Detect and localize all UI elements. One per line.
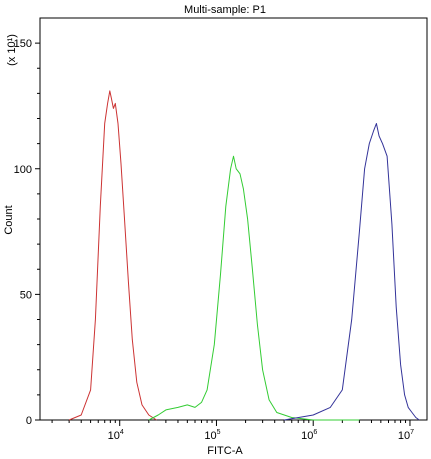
x-tick-exponent: 4 <box>120 429 124 436</box>
y-tick-label: 150 <box>14 38 32 50</box>
x-tick-exponent: 5 <box>217 429 221 436</box>
x-tick-exponent: 7 <box>410 429 414 436</box>
y-tick-label: 50 <box>20 289 32 301</box>
y-tick-label: 100 <box>14 164 32 176</box>
histogram-series-2 <box>148 155 360 421</box>
histogram-series-1 <box>68 90 157 421</box>
data-series <box>68 90 420 421</box>
plot-area-frame <box>39 17 428 421</box>
x-tick-exponent: 6 <box>313 429 317 436</box>
x-tick-base: 10 <box>301 430 313 442</box>
histogram-series-3 <box>284 123 420 421</box>
y-axis-label: Count <box>3 205 15 234</box>
x-tick-base: 10 <box>108 430 120 442</box>
y-scale-note: (x 10¹) <box>6 34 18 66</box>
x-tick-label: 105 <box>204 429 220 442</box>
x-tick-label: 106 <box>301 429 317 442</box>
x-tick-base: 10 <box>204 430 216 442</box>
x-tick-label: 107 <box>398 429 414 442</box>
x-tick-label: 104 <box>108 429 124 442</box>
x-tick-base: 10 <box>398 430 410 442</box>
y-tick-label: 0 <box>26 415 32 427</box>
x-axis-label: FITC-A <box>207 445 243 457</box>
chart-title: Multi-sample: P1 <box>184 4 266 16</box>
